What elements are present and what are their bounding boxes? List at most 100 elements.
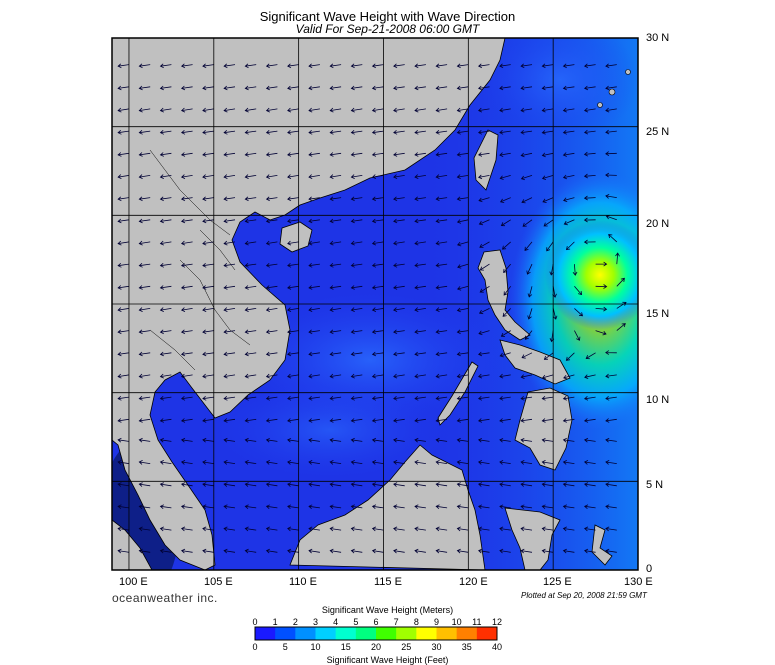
direction-arrow [563, 374, 575, 380]
direction-arrow [308, 130, 320, 135]
direction-arrow [329, 240, 342, 246]
direction-arrow [138, 329, 151, 335]
direction-arrow [202, 107, 214, 113]
direction-arrow [583, 460, 596, 465]
lat-label-10n: 10 N [646, 394, 670, 406]
direction-arrow [159, 174, 172, 179]
direction-arrow [329, 307, 342, 312]
direction-arrow [308, 174, 320, 179]
direction-arrow [562, 396, 575, 401]
direction-arrow [543, 352, 554, 360]
direction-arrow [244, 548, 257, 554]
lon-label-125e: 125 E [543, 576, 572, 588]
direction-arrow [371, 63, 384, 69]
direction-arrow [202, 152, 214, 157]
direction-arrow [287, 152, 299, 157]
direction-arrow [117, 482, 130, 487]
direction-arrow [202, 526, 214, 532]
direction-arrow [244, 218, 257, 224]
direction-arrow [180, 285, 193, 290]
direction-arrow [499, 85, 511, 91]
direction-arrow [350, 240, 363, 246]
map-title: Significant Wave Height with Wave Direct… [259, 9, 516, 24]
colorbar-tick-meters: 2 [292, 617, 298, 627]
direction-arrow [180, 548, 193, 554]
direction-arrow [435, 504, 448, 509]
direction-arrow [520, 482, 533, 487]
direction-arrow [350, 218, 363, 224]
direction-arrow [180, 482, 193, 487]
colorbar-segment [376, 627, 397, 640]
direction-arrow [393, 482, 405, 487]
direction-arrow [503, 263, 512, 274]
direction-arrow [329, 285, 342, 290]
direction-arrow [414, 548, 426, 554]
direction-arrow [595, 306, 608, 312]
colorbar-tick-feet: 30 [431, 642, 442, 652]
direction-arrow [583, 151, 596, 157]
direction-arrow [223, 526, 236, 532]
direction-arrow [605, 107, 617, 113]
direction-arrow [223, 85, 236, 91]
direction-arrow [265, 218, 278, 224]
direction-arrow [393, 526, 405, 532]
direction-arrow [308, 548, 320, 554]
direction-arrow [202, 373, 214, 379]
direction-arrow [265, 504, 278, 509]
direction-arrow [414, 107, 426, 113]
direction-arrow [117, 526, 130, 532]
direction-arrow [562, 504, 575, 509]
direction-arrow [608, 234, 618, 243]
colorbar-segment [456, 627, 478, 640]
direction-arrow [543, 219, 554, 227]
direction-arrow [478, 107, 490, 113]
direction-arrow [499, 437, 511, 443]
direction-arrow [202, 418, 214, 423]
direction-arrow [308, 373, 320, 379]
direction-arrow [202, 130, 214, 135]
direction-arrow [329, 437, 342, 443]
direction-arrow [393, 285, 405, 290]
direction-arrow [503, 286, 512, 296]
direction-arrow [329, 373, 342, 379]
direction-arrow [350, 174, 363, 179]
direction-arrow [393, 107, 405, 113]
direction-arrow [329, 548, 342, 554]
direction-arrow [159, 373, 172, 379]
direction-arrow [541, 152, 554, 158]
direction-arrow [350, 107, 363, 113]
direction-arrow [117, 437, 130, 443]
direction-arrow [456, 351, 469, 357]
direction-arrow [414, 437, 426, 443]
lon-label-130e: 130 E [624, 576, 653, 588]
direction-arrow [202, 437, 214, 443]
direction-arrow [393, 460, 405, 465]
direction-arrow [180, 196, 193, 202]
direction-arrow [435, 329, 448, 335]
colorbar-tick-meters: 7 [393, 617, 399, 627]
direction-arrow [265, 437, 278, 443]
direction-arrow [478, 482, 490, 487]
colorbar-tick-meters: 3 [312, 617, 318, 627]
lat-label-30n: 30 N [646, 32, 670, 44]
direction-arrow [477, 85, 490, 91]
direction-arrow [244, 63, 257, 69]
direction-arrow [435, 482, 448, 487]
direction-arrow [520, 396, 533, 401]
direction-arrow [329, 85, 342, 91]
direction-arrow [541, 460, 554, 465]
lat-label-20n: 20 N [646, 218, 670, 230]
direction-arrow [159, 107, 172, 113]
direction-arrow [117, 152, 130, 157]
direction-arrow [287, 130, 299, 135]
direction-arrow [583, 217, 596, 223]
direction-arrow [616, 323, 626, 331]
direction-arrow [265, 418, 278, 423]
direction-arrow [393, 85, 405, 91]
lon-label-100e: 100 E [119, 576, 148, 588]
direction-arrow [159, 504, 172, 509]
direction-arrow [435, 174, 448, 179]
direction-arrow [329, 504, 342, 509]
direction-arrow [435, 373, 448, 379]
direction-arrow [435, 285, 448, 290]
